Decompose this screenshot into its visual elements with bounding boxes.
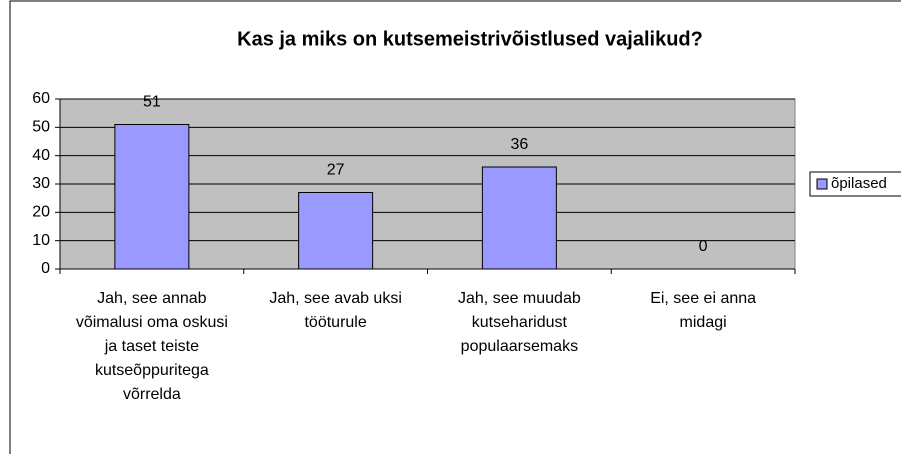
data-label: 0 [699, 238, 708, 255]
bar [114, 124, 190, 270]
legend-swatch [816, 178, 828, 190]
x-tick-label: Jah, see annab võimalusi oma oskusi ja t… [75, 290, 228, 403]
y-tick-label: 10 [32, 232, 50, 249]
legend-label: õpilased [831, 175, 887, 192]
y-tick-label: 30 [32, 175, 50, 192]
x-tick-label: Ei, see ei anna midagi [650, 290, 757, 331]
bar [298, 192, 374, 270]
x-tick-label: Jah, see avab uksi tööturule [269, 290, 402, 331]
y-tick-label: 60 [32, 90, 50, 107]
data-label: 36 [510, 136, 528, 153]
data-label: 27 [327, 162, 345, 179]
y-tick-label: 50 [32, 119, 50, 136]
chart-title: Kas ja miks on kutsemeistrivõistlused va… [237, 28, 703, 50]
y-tick-label: 20 [32, 204, 50, 221]
y-tick-label: 0 [41, 260, 50, 277]
bar [481, 166, 557, 270]
y-tick-label: 40 [32, 147, 50, 164]
x-tick-label: Jah, see muudab kutseharidust populaarse… [458, 290, 581, 355]
data-label: 51 [143, 94, 161, 111]
